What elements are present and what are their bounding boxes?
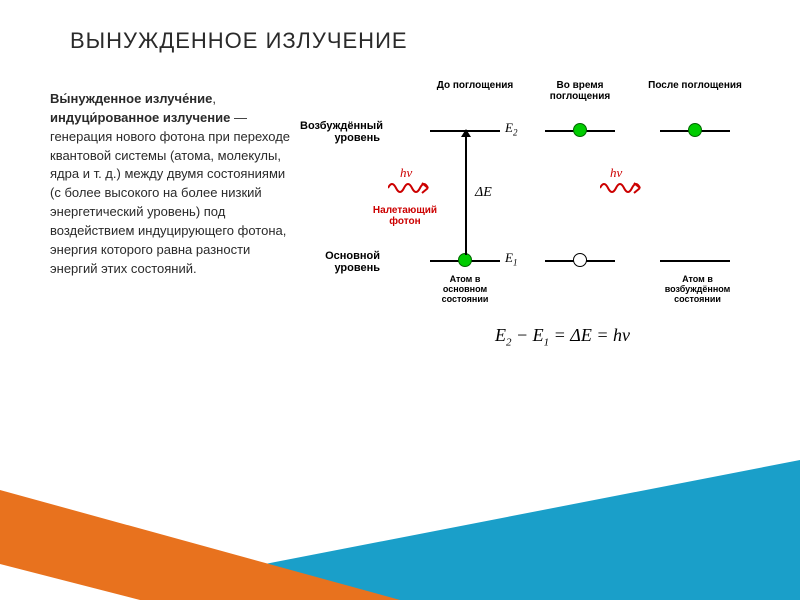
definition-text: Вы́нужденное излуче́ние, индуци́рованное… [50, 90, 290, 278]
photon-wave-right [600, 180, 650, 201]
term-sep: , [212, 91, 216, 106]
slide-title: ВЫНУЖДЕННОЕ ИЗЛУЧЕНИЕ [70, 28, 408, 54]
energy-diagram: До поглощения Во время поглощения После … [310, 80, 780, 380]
caption-excited: Атом в возбуждённом состоянии [655, 275, 740, 305]
e2-symbol: E2 [505, 120, 517, 138]
e1-symbol: E1 [505, 250, 517, 268]
atom-hollow-c2 [573, 253, 587, 267]
excited-level-label: Возбуждённый уровень [300, 120, 380, 144]
caption-ground: Атом в основном состоянии [430, 275, 500, 305]
incoming-photon-label: Налетающий фотон [365, 205, 445, 227]
energy-formula: E2 − E1 = ΔE = hν [495, 325, 630, 349]
hnu-left: hν [400, 165, 412, 181]
col-after-label: После поглощения [645, 80, 745, 91]
atom-excited-c3 [688, 123, 702, 137]
footer-white-triangle [0, 564, 140, 600]
term-1: Вы́нужденное излуче́ние [50, 91, 212, 106]
col-before-label: До поглощения [425, 80, 525, 91]
ground-level-label: Основной уровень [300, 250, 380, 274]
definition-rest: — генерация нового фотона при переходе к… [50, 110, 290, 276]
delta-e-label: ΔE [475, 185, 492, 201]
col-during-label: Во время поглощения [525, 80, 635, 102]
atom-ground-c1 [458, 253, 472, 267]
hnu-right: hν [610, 165, 622, 181]
c3-level-e1 [660, 260, 730, 262]
term-2: индуци́рованное излучение [50, 110, 230, 125]
photon-wave-left [388, 180, 438, 201]
transition-arrow [465, 135, 467, 255]
atom-excited-c2 [573, 123, 587, 137]
